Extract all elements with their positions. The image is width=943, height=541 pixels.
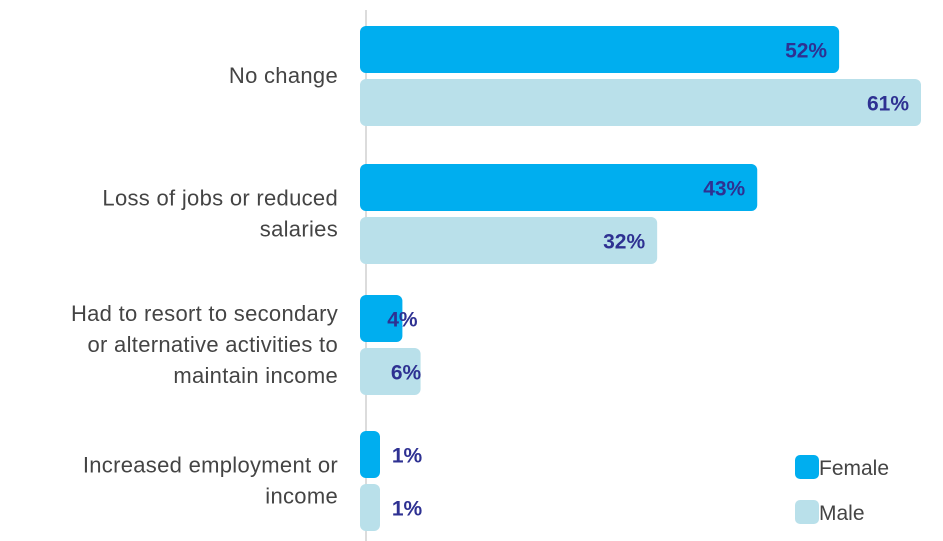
category-label-line: Had to resort to secondary — [71, 301, 338, 326]
data-label: 1% — [392, 498, 423, 521]
legend: Female Male — [795, 455, 889, 525]
category-label-line: Loss of jobs or reduced — [102, 186, 338, 211]
data-label: 32% — [603, 231, 645, 254]
bar-female — [360, 26, 840, 73]
category-label: Loss of jobs or reduced salaries — [102, 186, 338, 242]
data-label: 6% — [391, 362, 422, 385]
legend-item-male: Male — [795, 500, 865, 525]
legend-label: Male — [819, 502, 865, 525]
legend-swatch — [795, 455, 819, 479]
category-label-line: Increased employment or — [83, 453, 338, 478]
data-label: 61% — [867, 93, 909, 116]
data-label: 1% — [392, 445, 423, 468]
category-label-line: income — [265, 484, 338, 509]
category-label-line: or alternative activities to — [87, 332, 338, 357]
category-label-line: maintain income — [173, 363, 338, 388]
legend-swatch — [795, 500, 819, 524]
legend-label: Female — [819, 457, 889, 480]
bar-female — [360, 164, 758, 211]
category-label: Increased employment or income — [83, 453, 338, 509]
bar-male — [360, 79, 921, 126]
category-label: No change — [229, 63, 338, 88]
category-labels: No change Loss of jobs or reduced salaries… — [71, 63, 338, 509]
category-label-line: No change — [229, 63, 338, 88]
bars-layer: 52% 61% 43% 32% 4% 6% 1% 1% — [360, 26, 921, 531]
data-label: 4% — [387, 309, 418, 332]
bar-female — [360, 295, 403, 342]
category-label-line: salaries — [260, 217, 338, 242]
bar-male — [360, 348, 421, 395]
bar-male — [360, 217, 658, 264]
category-label: Had to resort to secondary or alternative… — [71, 301, 338, 388]
data-label: 52% — [785, 40, 827, 63]
bar-male — [360, 484, 380, 531]
bar-female — [360, 431, 380, 478]
data-label: 43% — [703, 178, 745, 201]
legend-item-female: Female — [795, 455, 889, 480]
